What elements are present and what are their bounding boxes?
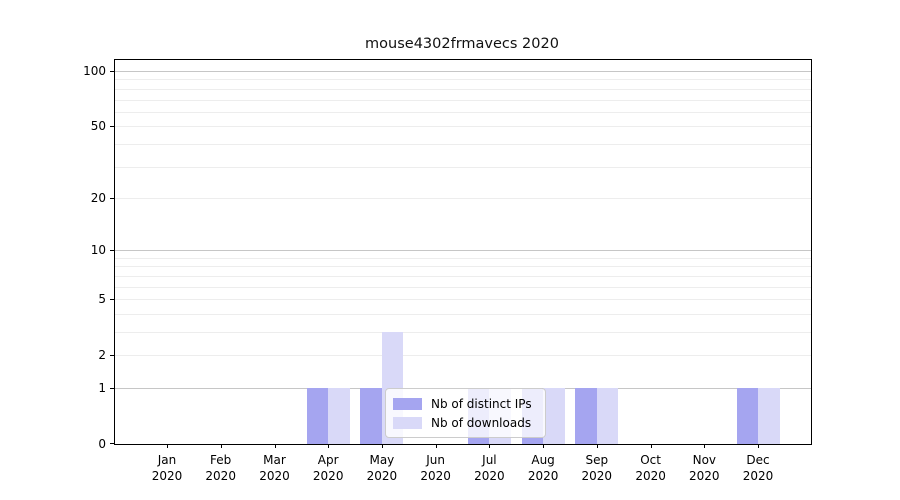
gridline [115,79,811,81]
y-tick-mark [110,126,114,128]
x-tick-mark [596,444,598,448]
bar-distinct-ips-dec [736,388,758,444]
y-tick-mark [110,71,114,72]
legend-entry-downloads: Nb of downloads [393,416,538,430]
x-tick-label-feb: Feb 2020 [205,453,236,484]
x-tick-label-may: May 2020 [366,453,398,484]
bar-downloads-dec [758,388,780,444]
x-tick-label-jun: Jun 2020 [420,453,451,484]
bar-downloads-apr [328,388,350,444]
y-tick-mark [110,355,114,357]
gridline [115,126,811,128]
gridline [115,197,811,199]
y-tick-mark [110,388,114,389]
gridline [115,275,811,277]
x-tick-mark [328,444,330,448]
gridline [115,111,811,113]
y-tick-label: 10 [90,243,106,258]
x-tick-label-jan: Jan 2020 [151,453,183,484]
y-tick-mark [110,443,114,444]
legend-entry-distinct-ips: Nb of distinct IPs [393,397,538,411]
gridline [115,266,811,268]
bar-distinct-ips-may [360,388,382,444]
x-tick-label-aug: Aug 2020 [527,453,559,484]
y-tick-label: 5 [98,292,106,307]
y-tick-label: 50 [90,119,106,134]
legend-label-distinct-ips: Nb of distinct IPs [431,396,532,411]
x-tick-label-oct: Oct 2020 [635,453,666,484]
y-tick-label: 2 [98,348,106,363]
gridline [115,143,811,145]
x-tick-mark [489,444,491,448]
gridline [115,166,811,168]
legend-label-downloads: Nb of downloads [431,415,532,430]
x-tick-mark [650,444,652,448]
gridline [115,313,811,315]
gridline [115,99,811,101]
x-tick-label-sep: Sep 2020 [581,453,613,484]
x-tick-mark [381,444,383,448]
x-tick-mark [220,444,222,448]
gridline [115,257,811,259]
y-tick-label: 100 [83,64,106,78]
legend-swatch-distinct-ips [393,397,422,410]
gridline [115,88,811,90]
gridline [115,299,811,301]
plot-area: 0 1 2 5 10 20 50 100 Jan 2020 Feb 2020 Mar 2020 Apr 20… [83,59,812,483]
x-tick-mark [435,444,437,448]
x-tick-label-nov: Nov 2020 [689,453,720,484]
x-tick-mark [758,444,759,448]
x-tick-mark [704,444,706,448]
x-tick-mark [167,444,168,448]
y-tick-label: 1 [98,381,106,395]
gridline [115,355,811,357]
gridline [115,250,811,252]
gridline [115,286,811,288]
legend-swatch-downloads [393,416,422,429]
x-tick-label-jul: Jul 2020 [474,453,505,484]
x-tick-label-apr: Apr 2020 [312,453,344,484]
y-tick-mark [110,250,114,252]
bar-downloads-aug [543,388,565,444]
y-tick-mark [110,197,114,199]
chart-title: mouse4302frmavecs 2020 [365,36,559,52]
bar-downloads-sep [596,388,619,444]
bar-distinct-ips-apr [306,388,329,444]
y-tick-label: 0 [98,437,106,451]
y-tick-label: 20 [90,190,106,205]
gridline [115,332,811,333]
x-tick-label-mar: Mar 2020 [259,453,290,484]
x-tick-label-dec: Dec 2020 [742,453,774,484]
y-tick-mark [110,299,114,301]
legend: Nb of distinct IPs Nb of downloads [385,388,546,438]
gridline [115,71,811,72]
x-tick-mark [274,444,276,448]
bar-distinct-ips-sep [575,388,597,444]
x-tick-mark [543,444,545,448]
